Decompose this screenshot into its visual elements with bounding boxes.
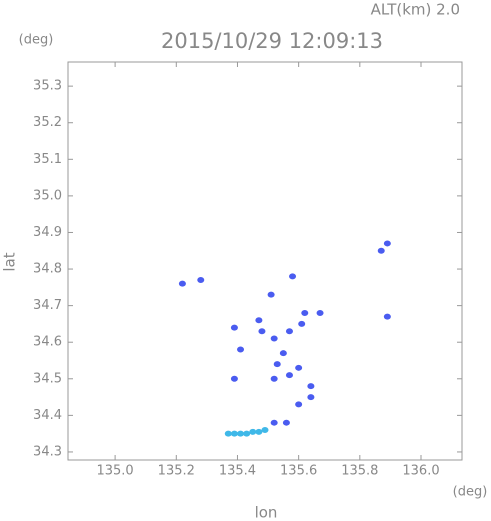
x-unit: (deg): [453, 485, 488, 500]
echo-cell: [270, 419, 278, 426]
echo-cell: [279, 350, 287, 357]
y-unit: (deg): [19, 33, 54, 48]
echo-cell: [230, 375, 238, 382]
echo-cell: [295, 401, 303, 408]
echo-cell: [307, 383, 315, 390]
x-tick-label: 135.0: [96, 464, 133, 479]
echo-cell: [289, 273, 297, 280]
altitude-label: ALT(km) 2.0: [371, 1, 460, 19]
y-tick-label: 34.7: [33, 298, 62, 313]
echo-cell: [261, 427, 269, 434]
y-tick-label: 34.6: [33, 335, 62, 350]
y-tick-label: 35.2: [33, 115, 62, 130]
y-tick-label: 35.1: [33, 152, 62, 167]
echo-cell: [316, 309, 324, 316]
echo-cell: [285, 328, 293, 335]
echo-cell: [270, 375, 278, 382]
x-tick-label: 135.6: [280, 464, 317, 479]
echo-cell: [298, 320, 306, 327]
y-tick-label: 34.9: [33, 225, 62, 240]
echo-cell: [383, 240, 391, 247]
y-tick-label: 34.3: [33, 444, 62, 459]
y-axis-label: lat: [1, 252, 19, 271]
echo-cell: [230, 430, 238, 437]
plot-frame: [67, 61, 463, 461]
x-tick-label: 136.0: [402, 464, 439, 479]
y-tick-label: 34.5: [33, 371, 62, 386]
echo-cell: [237, 430, 245, 437]
echo-cell: [178, 280, 186, 287]
y-tick-label: 34.8: [33, 262, 62, 277]
echo-cell: [282, 419, 290, 426]
echo-cell: [295, 364, 303, 371]
y-tick-label: 35.3: [33, 79, 62, 94]
echo-cell: [301, 309, 309, 316]
echo-cell: [258, 328, 266, 335]
x-tick-label: 135.4: [219, 464, 256, 479]
x-tick-label: 135.2: [158, 464, 195, 479]
echo-cell: [273, 361, 281, 368]
echo-cell: [197, 277, 205, 284]
echo-cell: [230, 324, 238, 331]
x-tick-label: 135.8: [341, 464, 378, 479]
y-tick-label: 35.0: [33, 188, 62, 203]
echo-cell: [285, 372, 293, 379]
echo-cell: [267, 291, 275, 298]
echo-cell: [255, 317, 263, 324]
echo-cell: [224, 430, 232, 437]
echo-cell: [377, 247, 385, 254]
y-tick-label: 34.4: [33, 408, 62, 423]
echo-cell: [307, 394, 315, 401]
echo-cell: [243, 430, 251, 437]
x-axis-label: lon: [255, 504, 278, 521]
echo-cell: [270, 335, 278, 342]
echo-cell: [237, 346, 245, 353]
echo-cell: [255, 428, 263, 435]
chart-title: 2015/10/29 12:09:13: [161, 29, 383, 53]
echo-cell: [383, 313, 391, 320]
echo-cell: [249, 428, 257, 435]
